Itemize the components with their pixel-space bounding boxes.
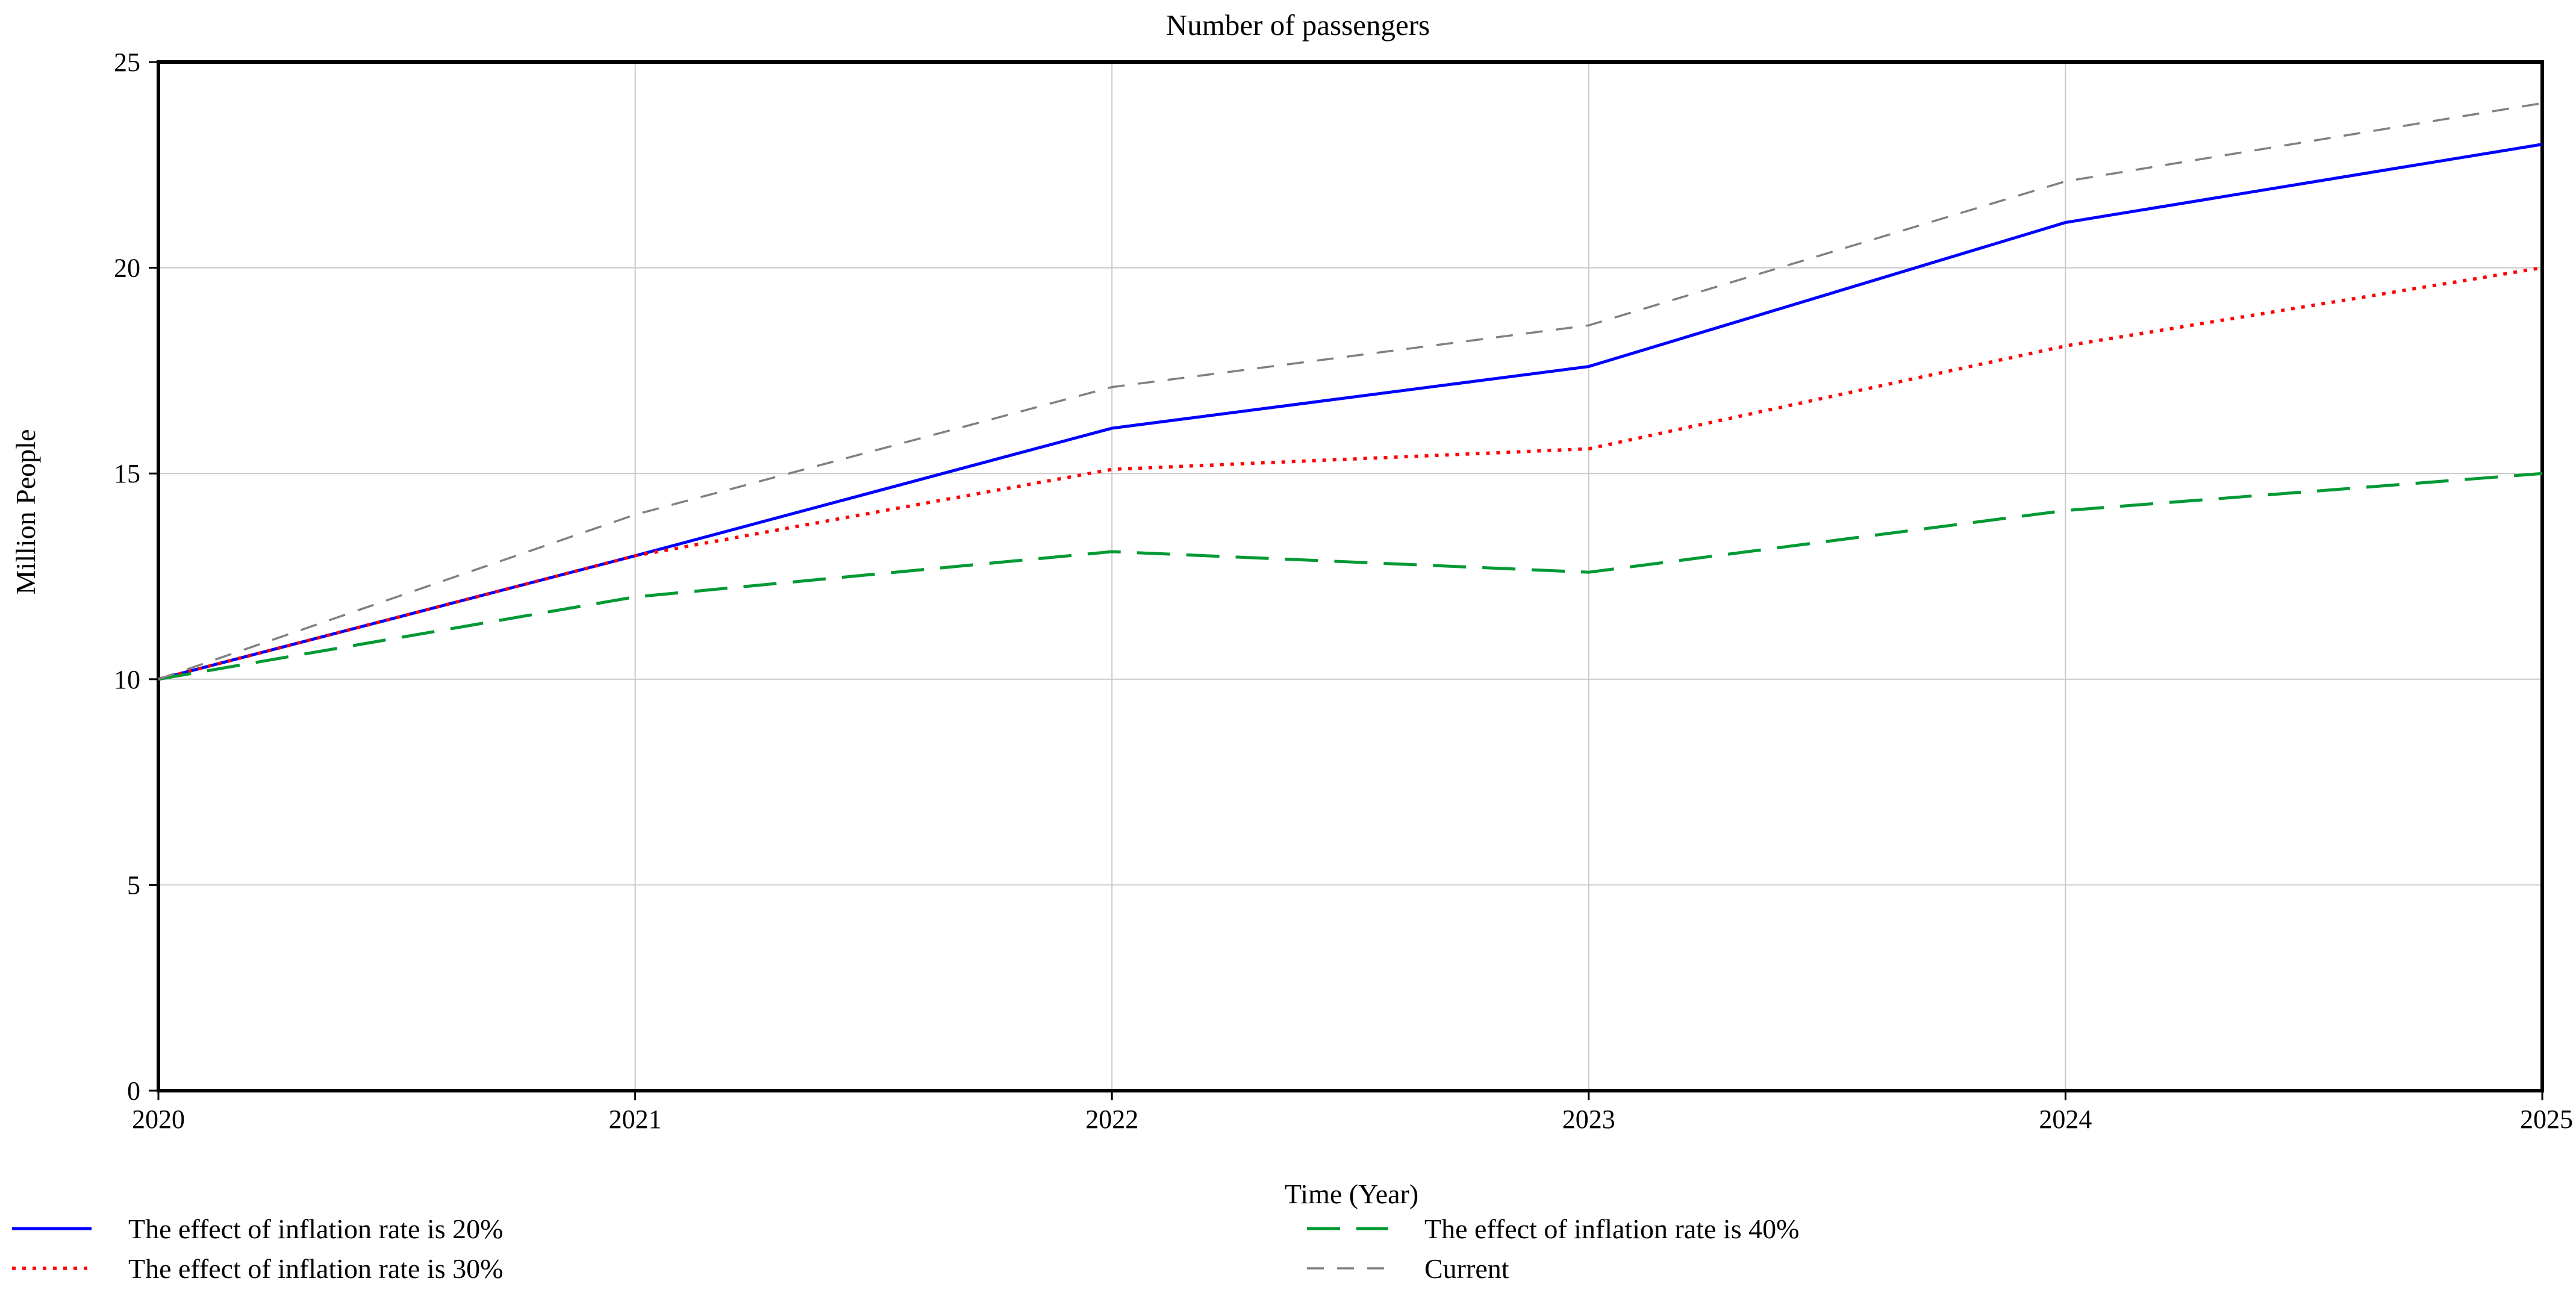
x-tick-label: 2023 (1562, 1105, 1615, 1134)
plot-border (157, 60, 2544, 1092)
x-tick-label: 2022 (1085, 1105, 1138, 1134)
axis-ticks (149, 61, 2543, 1100)
y-tick-label: 15 (114, 459, 140, 488)
x-axis-label: Time (Year) (1285, 1179, 1418, 1209)
legend: The effect of inflation rate is 20% The e… (12, 1214, 1799, 1284)
x-axis-tick-labels: 2020 2021 2022 2023 2024 2025 (132, 1105, 2573, 1134)
legend-item-label: Current (1424, 1253, 1509, 1284)
legend-item-label: The effect of inflation rate is 20% (128, 1214, 503, 1244)
y-axis-label: Million People (10, 429, 41, 595)
y-tick-label: 0 (127, 1076, 140, 1106)
x-tick-label: 2021 (609, 1105, 662, 1134)
x-tick-label: 2020 (132, 1105, 185, 1134)
series-line (158, 102, 2543, 681)
x-tick-label: 2025 (2520, 1105, 2573, 1134)
series-line (158, 143, 2543, 681)
y-tick-label: 5 (127, 870, 140, 900)
chart-title: Number of passengers (1166, 8, 1430, 42)
x-tick-label: 2024 (2039, 1105, 2092, 1134)
y-tick-label: 10 (114, 665, 140, 694)
series-line (158, 472, 2543, 681)
series-lines (158, 102, 2543, 681)
legend-item-label: The effect of inflation rate is 40% (1424, 1214, 1799, 1244)
legend-item-label: The effect of inflation rate is 30% (128, 1253, 503, 1284)
y-tick-label: 25 (114, 48, 140, 77)
series-line (158, 266, 2543, 681)
gridlines (158, 62, 2542, 1091)
y-tick-label: 20 (114, 254, 140, 283)
y-axis-tick-labels: 0 5 10 15 20 25 (114, 48, 140, 1106)
